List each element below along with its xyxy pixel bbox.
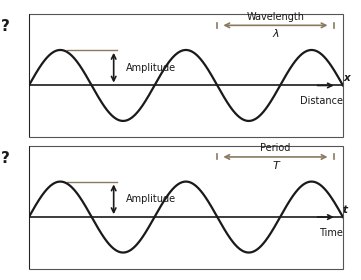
Text: Amplitude: Amplitude [126,194,177,204]
Text: ?: ? [1,151,10,165]
Text: Amplitude: Amplitude [126,63,177,73]
Text: ?: ? [1,19,10,34]
Text: T: T [272,161,279,171]
Text: Wavelength: Wavelength [247,12,304,22]
Text: Time: Time [319,228,343,238]
Text: Period: Period [260,143,291,153]
Text: t: t [343,205,348,214]
Text: x: x [343,73,350,83]
Text: Distance: Distance [300,96,343,106]
Text: λ: λ [272,29,279,39]
